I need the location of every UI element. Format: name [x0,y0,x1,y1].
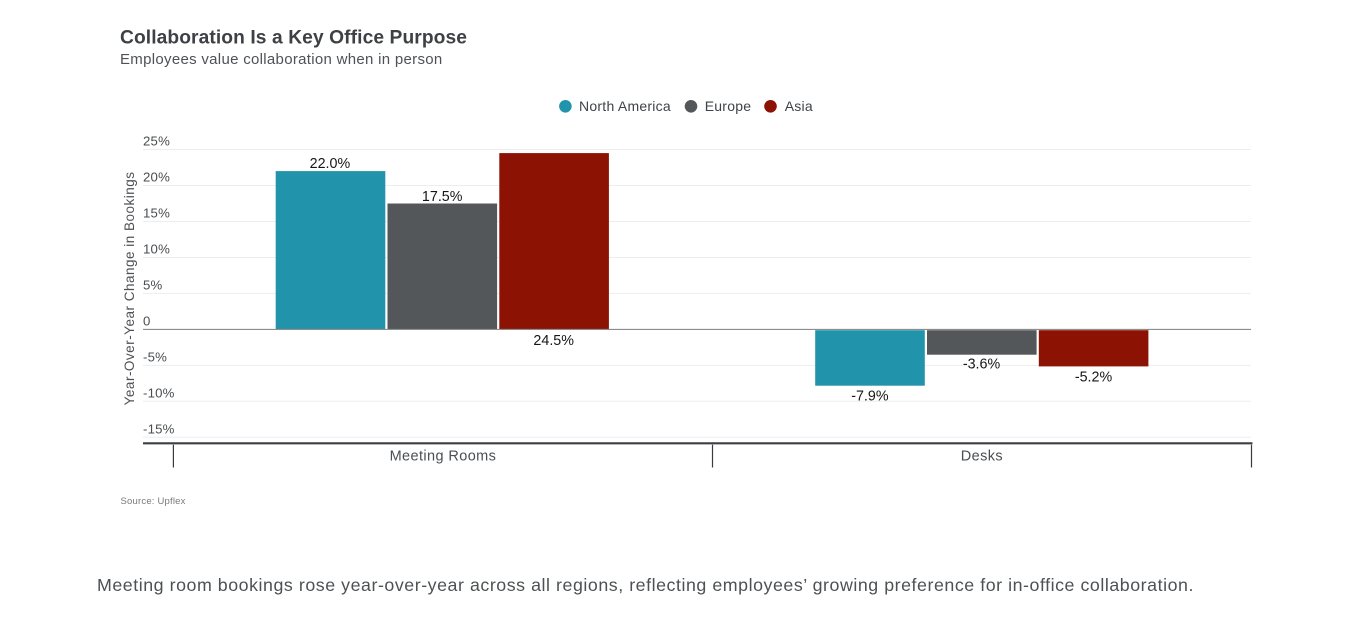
svg-text:5%: 5% [143,277,163,292]
svg-text:-5%: -5% [143,349,167,364]
svg-text:0: 0 [143,313,151,328]
svg-text:Meeting room bookings rose yea: Meeting room bookings rose year-over-yea… [97,575,1194,595]
svg-text:Desks: Desks [961,449,1003,465]
svg-text:North America: North America [579,98,671,114]
svg-text:22.0%: 22.0% [310,156,351,172]
svg-text:15%: 15% [143,206,170,221]
svg-text:-5.2%: -5.2% [1075,369,1113,385]
svg-text:-10%: -10% [143,385,175,400]
svg-text:25%: 25% [143,134,170,149]
svg-text:-15%: -15% [143,421,175,436]
svg-text:-7.9%: -7.9% [851,389,889,405]
svg-text:24.5%: 24.5% [533,333,574,349]
svg-text:Meeting Rooms: Meeting Rooms [390,449,497,465]
svg-text:20%: 20% [143,170,170,185]
svg-text:Employees value collaboration: Employees value collaboration when in pe… [120,51,443,68]
svg-text:17.5%: 17.5% [422,189,463,205]
svg-text:Asia: Asia [785,98,813,114]
svg-text:Europe: Europe [705,98,752,114]
svg-text:-3.6%: -3.6% [963,356,1001,372]
svg-text:Year-Over-Year Change in Booki: Year-Over-Year Change in Bookings [122,171,137,405]
svg-text:Collaboration Is a Key Office: Collaboration Is a Key Office Purpose [120,28,467,49]
svg-text:Source: Upflex: Source: Upflex [121,496,186,507]
svg-text:10%: 10% [143,242,170,257]
